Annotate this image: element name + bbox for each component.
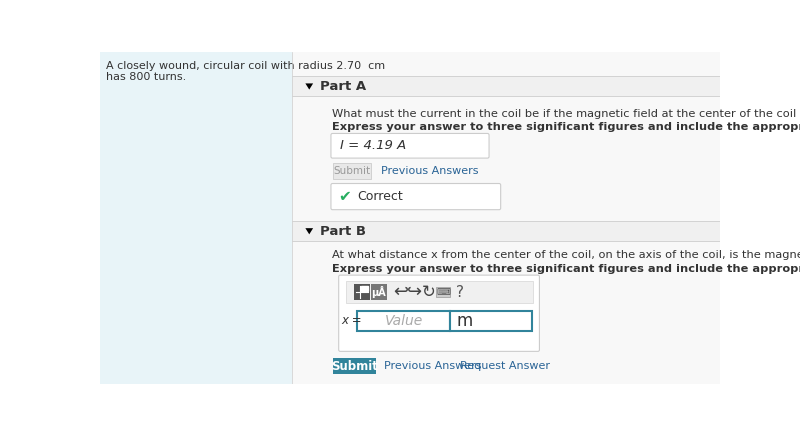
Text: Previous Answers: Previous Answers <box>381 166 478 176</box>
Text: What must the current in the coil be if the magnetic field at the center of the : What must the current in the coil be if … <box>333 109 800 119</box>
FancyBboxPatch shape <box>292 221 720 241</box>
FancyBboxPatch shape <box>100 52 292 384</box>
Text: ↻: ↻ <box>422 283 435 301</box>
Text: has 800 turns.: has 800 turns. <box>106 72 186 82</box>
Text: Correct: Correct <box>358 190 403 203</box>
FancyBboxPatch shape <box>333 358 376 375</box>
FancyBboxPatch shape <box>338 275 539 351</box>
Text: At what distance x from the center of the coil, on the axis of the coil, is the : At what distance x from the center of th… <box>333 251 800 260</box>
FancyBboxPatch shape <box>346 281 534 303</box>
Polygon shape <box>306 83 313 89</box>
Polygon shape <box>306 228 313 234</box>
Text: A closely wound, circular coil with radius 2.70  cm: A closely wound, circular coil with radi… <box>106 61 386 71</box>
Text: μÅ: μÅ <box>372 286 386 298</box>
Text: Value: Value <box>385 314 423 327</box>
FancyBboxPatch shape <box>450 311 532 330</box>
Text: ✔: ✔ <box>338 189 351 204</box>
Text: ↪: ↪ <box>407 283 422 301</box>
Text: Previous Answers: Previous Answers <box>384 361 481 371</box>
FancyBboxPatch shape <box>292 76 720 96</box>
Text: m: m <box>457 311 473 330</box>
Text: Express your answer to three significant figures and include the appropriate uni: Express your answer to three significant… <box>333 264 800 273</box>
FancyBboxPatch shape <box>436 287 450 298</box>
Text: ⌨: ⌨ <box>436 287 450 297</box>
Text: ?: ? <box>456 285 464 299</box>
FancyBboxPatch shape <box>333 163 371 179</box>
Text: Submit: Submit <box>330 359 378 372</box>
Polygon shape <box>361 286 368 291</box>
Text: I = 4.19 A: I = 4.19 A <box>340 139 406 152</box>
FancyBboxPatch shape <box>331 133 489 158</box>
Text: ↩: ↩ <box>393 283 408 301</box>
FancyBboxPatch shape <box>292 52 720 384</box>
FancyBboxPatch shape <box>354 284 370 300</box>
FancyBboxPatch shape <box>358 311 450 330</box>
FancyBboxPatch shape <box>331 184 501 210</box>
Text: Part A: Part A <box>320 80 366 93</box>
Text: Express your answer to three significant figures and include the appropriate uni: Express your answer to three significant… <box>333 122 800 132</box>
Text: Part B: Part B <box>320 225 366 238</box>
Text: x =: x = <box>342 314 362 327</box>
Text: Request Answer: Request Answer <box>459 361 550 371</box>
FancyBboxPatch shape <box>371 284 386 300</box>
Text: Submit: Submit <box>334 166 370 176</box>
